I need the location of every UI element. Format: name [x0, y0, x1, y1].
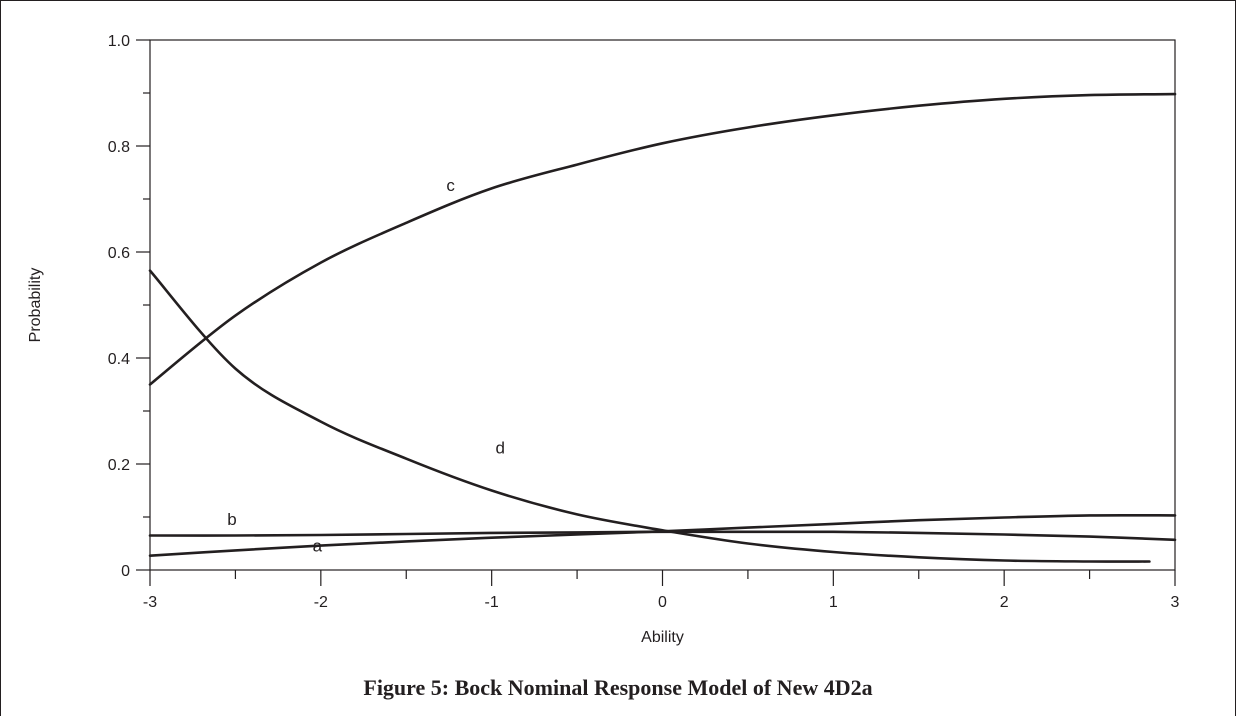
- y-tick-label: 0.2: [108, 457, 130, 474]
- figure-caption: Figure 5: Bock Nominal Response Model of…: [363, 675, 873, 700]
- y-tick-label: 0.4: [108, 351, 130, 368]
- curve-label-a: a: [313, 536, 323, 555]
- series-line-a: [148, 513, 1177, 557]
- curve-label-b: b: [227, 510, 236, 529]
- y-tick-label: 0.8: [108, 139, 130, 156]
- x-tick-label: 3: [1171, 594, 1180, 611]
- series-line-c: [148, 92, 1177, 386]
- x-axis-title: Ability: [641, 629, 684, 646]
- y-tick-label: 0: [121, 563, 130, 580]
- x-tick-label: -1: [485, 594, 499, 611]
- series-layer: [148, 92, 1177, 563]
- plot-area-border: [149, 39, 1176, 571]
- y-tick-label: 1.0: [108, 33, 130, 50]
- x-tick-label: -3: [143, 594, 157, 611]
- y-axis-title: Probability: [27, 268, 44, 343]
- y-tick-label: 0.6: [108, 245, 130, 262]
- x-tick-label: 0: [658, 594, 667, 611]
- curve-label-c: c: [446, 176, 455, 195]
- series-line-d: [148, 269, 1151, 563]
- x-tick-label: -2: [314, 594, 328, 611]
- curve-labels: c d b a: [227, 176, 505, 555]
- x-tick-label: 1: [829, 594, 838, 611]
- series-line-b: [148, 530, 1177, 542]
- x-tick-label: 2: [1000, 594, 1009, 611]
- curve-label-d: d: [495, 438, 504, 457]
- axes: 0 0.2 0.4 0.6 0.8 1.0 -3 -2 -1 0 1 2 3: [108, 33, 1180, 611]
